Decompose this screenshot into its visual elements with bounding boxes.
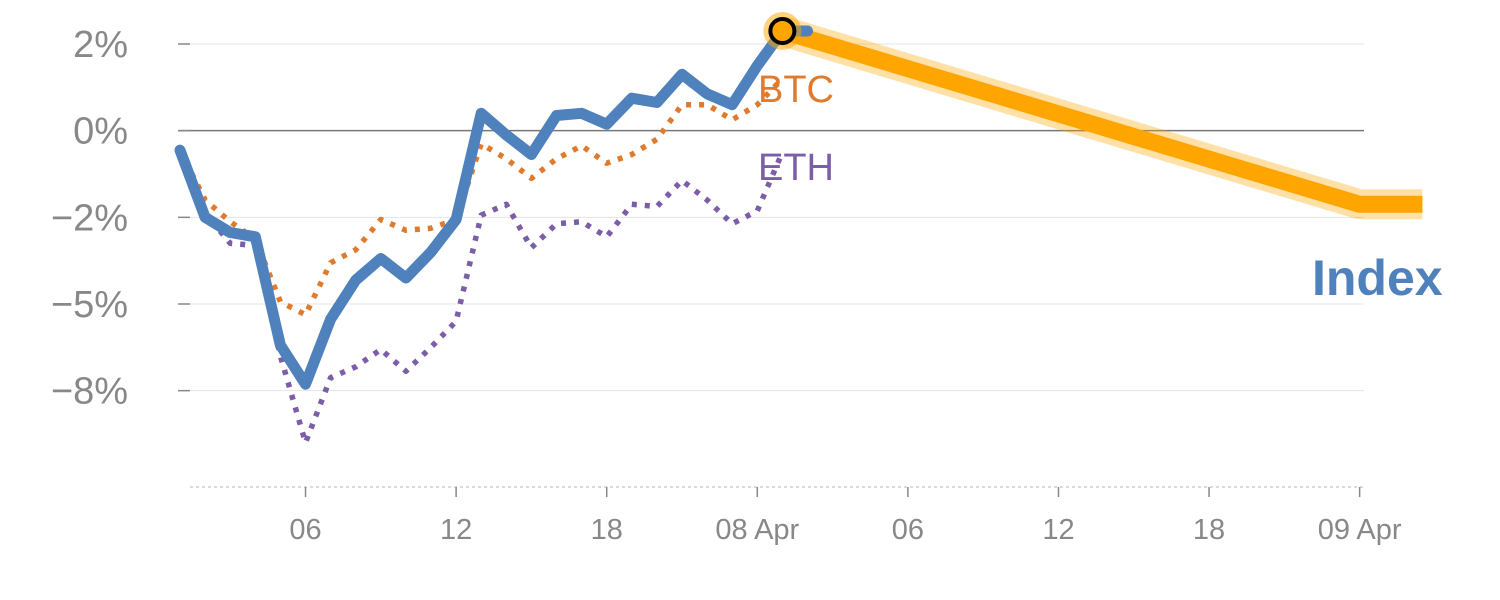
x-tick-label-2: 18 <box>591 514 623 546</box>
x-tick-label-1: 12 <box>440 514 472 546</box>
x-tick-label-5: 12 <box>1042 514 1074 546</box>
eth-series-label: ETH <box>758 147 834 189</box>
y-tick-label-4: −8% <box>51 371 128 413</box>
x-tick-label-6: 18 <box>1193 514 1225 546</box>
labels: BTC ETH Index <box>758 69 1443 306</box>
index-series-line <box>174 25 813 390</box>
gridlines <box>178 43 1364 392</box>
y-tick-label-0: 2% <box>73 24 128 66</box>
y-tick-label-3: −5% <box>51 284 128 326</box>
series-lines <box>174 16 1423 446</box>
x-tick-label-7: 09 Apr <box>1318 514 1402 546</box>
y-tick-label-1: 0% <box>73 111 128 153</box>
x-tick-label-0: 06 <box>289 514 321 546</box>
x-tick-label-3: 08 Apr <box>715 514 799 546</box>
index-series-label: Index <box>1312 250 1443 306</box>
end-marker <box>768 17 797 45</box>
x-tick-label-4: 06 <box>892 514 924 546</box>
projection-band <box>779 22 1423 213</box>
eth-series-line <box>177 149 785 446</box>
btc-series-label: BTC <box>758 69 834 111</box>
y-tick-label-2: −2% <box>51 197 128 239</box>
markers <box>763 12 802 50</box>
axes: 2% 0% −2% −5% −8% 06 12 18 08 Apr 06 12 18 09 Apr <box>51 24 1402 546</box>
